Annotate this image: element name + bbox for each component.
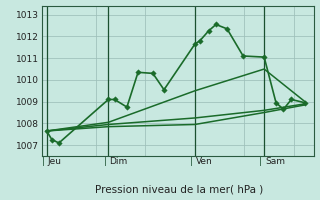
Text: Pression niveau de la mer( hPa ): Pression niveau de la mer( hPa ) <box>95 184 263 194</box>
Text: Sam: Sam <box>265 158 285 166</box>
Text: Jeu: Jeu <box>48 158 62 166</box>
Text: Dim: Dim <box>109 158 128 166</box>
Text: Ven: Ven <box>196 158 213 166</box>
Text: |: | <box>103 158 106 166</box>
Text: |: | <box>190 158 193 166</box>
Text: |: | <box>259 158 262 166</box>
Text: |: | <box>42 158 44 166</box>
